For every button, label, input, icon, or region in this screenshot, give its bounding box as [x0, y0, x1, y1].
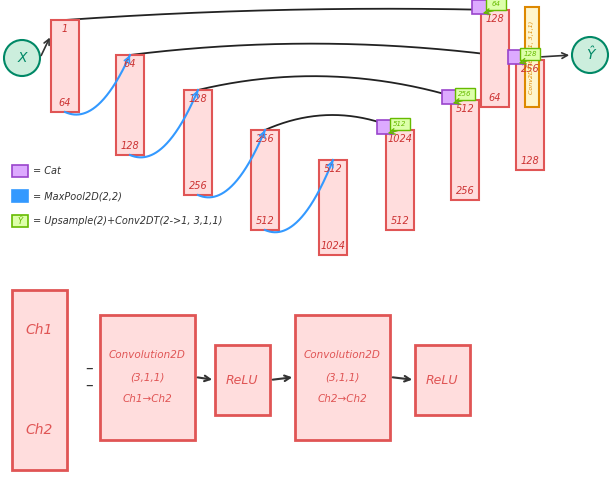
Text: X: X [17, 51, 27, 65]
FancyBboxPatch shape [486, 0, 506, 10]
FancyBboxPatch shape [415, 345, 470, 415]
Text: Ch2→Ch2: Ch2→Ch2 [317, 394, 367, 404]
Text: 64: 64 [59, 98, 71, 108]
Text: 64: 64 [124, 59, 136, 69]
Text: 512: 512 [394, 121, 407, 127]
FancyBboxPatch shape [12, 290, 67, 470]
Text: –: – [85, 378, 93, 393]
Text: Ŷ: Ŷ [17, 216, 23, 226]
FancyBboxPatch shape [51, 20, 79, 112]
FancyBboxPatch shape [251, 130, 279, 230]
FancyBboxPatch shape [390, 118, 410, 130]
FancyBboxPatch shape [100, 315, 195, 440]
FancyBboxPatch shape [386, 130, 414, 230]
Text: 512: 512 [256, 216, 274, 226]
FancyBboxPatch shape [472, 0, 488, 14]
FancyBboxPatch shape [184, 90, 212, 195]
FancyBboxPatch shape [525, 7, 539, 107]
FancyBboxPatch shape [451, 100, 479, 200]
FancyBboxPatch shape [481, 10, 509, 107]
Text: (3,1,1): (3,1,1) [325, 372, 359, 382]
Text: 128: 128 [121, 141, 140, 151]
Text: = Cat: = Cat [33, 166, 61, 176]
Text: 512: 512 [455, 104, 474, 114]
Text: ReLU: ReLU [226, 374, 258, 386]
Text: 256: 256 [455, 186, 474, 196]
FancyBboxPatch shape [12, 215, 28, 227]
Text: Ch1→Ch2: Ch1→Ch2 [122, 394, 172, 404]
Text: 64: 64 [489, 93, 501, 103]
Text: 1024: 1024 [387, 134, 412, 144]
Text: 128: 128 [486, 14, 504, 24]
Text: 256: 256 [188, 181, 207, 191]
FancyBboxPatch shape [508, 50, 524, 64]
Text: Ch2: Ch2 [25, 423, 53, 437]
FancyBboxPatch shape [520, 48, 540, 60]
Text: Convolution2D: Convolution2D [108, 350, 185, 360]
Text: 512: 512 [324, 164, 342, 174]
FancyBboxPatch shape [455, 88, 475, 100]
FancyBboxPatch shape [377, 120, 393, 134]
Text: 128: 128 [521, 156, 539, 166]
Text: = MaxPool2D(2,2): = MaxPool2D(2,2) [33, 191, 122, 201]
Text: 256: 256 [458, 91, 472, 97]
FancyBboxPatch shape [12, 165, 28, 177]
FancyBboxPatch shape [516, 60, 544, 170]
FancyBboxPatch shape [319, 160, 347, 255]
Circle shape [4, 40, 40, 76]
Text: –: – [85, 361, 93, 376]
Text: 256: 256 [521, 64, 539, 74]
Text: Ch1: Ch1 [25, 323, 53, 337]
FancyBboxPatch shape [295, 315, 390, 440]
Text: = Upsample(2)+Conv2DT(2->1, 3,1,1): = Upsample(2)+Conv2DT(2->1, 3,1,1) [33, 216, 222, 226]
Text: 64: 64 [491, 1, 501, 7]
Text: 128: 128 [523, 51, 537, 57]
Text: 1024: 1024 [321, 241, 346, 251]
Text: 512: 512 [390, 216, 409, 226]
Text: Convolution2D: Convolution2D [304, 350, 381, 360]
FancyBboxPatch shape [116, 55, 144, 155]
FancyBboxPatch shape [215, 345, 270, 415]
Text: 1: 1 [62, 24, 68, 34]
Text: 256: 256 [256, 134, 274, 144]
Text: (3,1,1): (3,1,1) [130, 372, 164, 382]
Text: ReLU: ReLU [426, 374, 458, 386]
FancyBboxPatch shape [12, 190, 28, 202]
FancyBboxPatch shape [442, 90, 458, 104]
Text: Ŷ: Ŷ [586, 48, 594, 62]
Text: Conv2DT(64->1, 3,1,1): Conv2DT(64->1, 3,1,1) [529, 20, 534, 94]
Circle shape [572, 37, 608, 73]
Text: 128: 128 [188, 94, 207, 104]
